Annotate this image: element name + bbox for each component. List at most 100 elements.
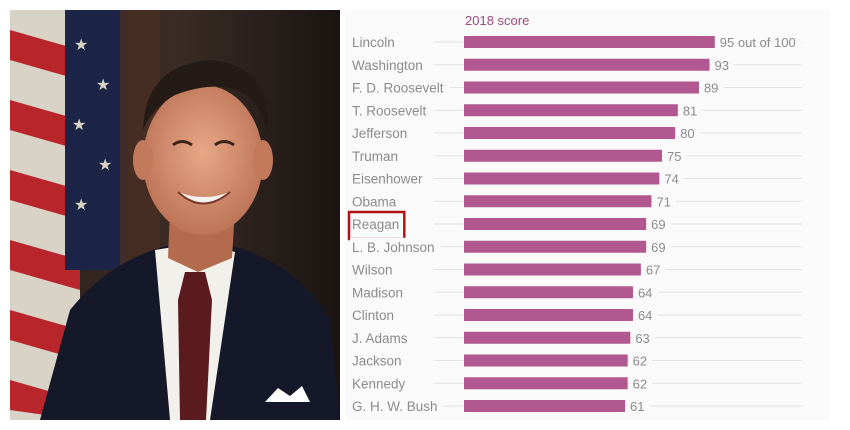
chart-row: Kennedy 62 bbox=[350, 374, 802, 393]
value-label: 69 bbox=[651, 240, 665, 255]
label-background bbox=[350, 169, 429, 188]
value-label: 64 bbox=[638, 308, 652, 323]
bar bbox=[464, 104, 678, 117]
bar bbox=[464, 263, 641, 276]
value-label-background bbox=[627, 397, 650, 415]
label-background bbox=[350, 328, 414, 347]
label-background bbox=[350, 78, 450, 97]
bar bbox=[464, 127, 676, 139]
label-background bbox=[350, 192, 403, 211]
value-label: 62 bbox=[633, 376, 647, 391]
score-bar-chart: 2018 score Lincoln 95 out of 100 Washingto… bbox=[347, 13, 802, 415]
bar bbox=[464, 149, 662, 162]
label-background bbox=[350, 237, 441, 256]
value-label-background bbox=[634, 306, 658, 324]
label-background bbox=[350, 146, 405, 165]
chart-row: Jefferson 80 bbox=[350, 124, 802, 142]
chart-row: Eisenhower 74 bbox=[350, 169, 802, 188]
value-label-background bbox=[642, 260, 666, 279]
value-label-background bbox=[648, 237, 671, 256]
label-background bbox=[350, 306, 401, 324]
value-label-background bbox=[677, 124, 700, 142]
value-label: 61 bbox=[630, 399, 644, 414]
chart-row: Reagan 69 bbox=[350, 215, 802, 233]
value-label-background bbox=[629, 351, 653, 370]
value-label: 81 bbox=[683, 103, 697, 118]
svg-text:★: ★ bbox=[72, 117, 86, 134]
chart-row: Wilson 67 bbox=[350, 260, 802, 279]
value-label: 74 bbox=[664, 172, 678, 187]
label-background bbox=[350, 283, 410, 302]
chart-row: F. D. Roosevelt 89 bbox=[350, 78, 802, 97]
bar bbox=[464, 309, 633, 321]
bar bbox=[464, 36, 715, 48]
bar bbox=[464, 400, 626, 412]
label-background bbox=[350, 33, 401, 51]
category-label: Obama bbox=[352, 194, 397, 209]
category-label: Reagan bbox=[352, 217, 399, 232]
value-label: 71 bbox=[656, 194, 670, 209]
category-label: Lincoln bbox=[352, 35, 395, 50]
bar bbox=[464, 81, 699, 94]
label-background bbox=[350, 215, 406, 233]
bar bbox=[464, 58, 710, 71]
chart-row: T. Roosevelt 81 bbox=[350, 101, 802, 120]
value-label: 62 bbox=[633, 354, 647, 369]
value-label-background bbox=[632, 328, 655, 347]
value-label: 67 bbox=[646, 263, 660, 278]
value-label: 64 bbox=[638, 285, 652, 300]
value-label: 93 bbox=[715, 58, 729, 73]
category-label: Truman bbox=[352, 149, 398, 164]
value-label: 75 bbox=[667, 149, 681, 164]
column-header: 2018 score bbox=[465, 13, 529, 28]
bar bbox=[464, 354, 628, 367]
category-label: F. D. Roosevelt bbox=[352, 81, 444, 96]
bar bbox=[464, 195, 652, 208]
value-label-background bbox=[700, 78, 724, 97]
label-background bbox=[350, 260, 399, 279]
svg-text:★: ★ bbox=[98, 157, 112, 174]
chart-row: Obama 71 bbox=[350, 192, 802, 211]
label-background bbox=[350, 397, 444, 415]
category-label: G. H. W. Bush bbox=[352, 399, 438, 414]
chart-row: J. Adams 63 bbox=[350, 328, 802, 347]
category-label: Jefferson bbox=[352, 126, 407, 141]
chart-row: G. H. W. Bush 61 bbox=[350, 397, 802, 415]
bar bbox=[464, 377, 628, 390]
chart-row: Lincoln 95 out of 100 bbox=[350, 33, 802, 51]
label-background bbox=[350, 351, 408, 370]
chart-row: Truman 75 bbox=[350, 146, 802, 165]
value-label: 95 out of 100 bbox=[720, 35, 796, 50]
svg-text:★: ★ bbox=[74, 37, 88, 54]
flag: ★ ★ ★ ★ ★ bbox=[10, 10, 160, 420]
category-label: Washington bbox=[352, 58, 423, 73]
bar bbox=[464, 240, 647, 253]
value-label-background bbox=[629, 374, 653, 393]
value-label-background bbox=[661, 169, 684, 188]
chart-row: Jackson 62 bbox=[350, 351, 802, 370]
value-label-background bbox=[716, 33, 801, 51]
category-label: Clinton bbox=[352, 308, 394, 323]
label-background bbox=[350, 124, 414, 142]
value-label-background bbox=[653, 192, 676, 211]
bar bbox=[464, 286, 633, 299]
label-background bbox=[350, 55, 429, 74]
category-label: Jackson bbox=[352, 354, 402, 369]
chart-row: Clinton 64 bbox=[350, 306, 802, 324]
label-background bbox=[350, 101, 433, 120]
chart-row: Madison 64 bbox=[350, 283, 802, 302]
chart-row: L. B. Johnson 69 bbox=[350, 237, 802, 256]
value-label: 63 bbox=[635, 331, 649, 346]
value-label-background bbox=[711, 55, 734, 74]
category-label: T. Roosevelt bbox=[352, 103, 427, 118]
portrait-photo: ★ ★ ★ ★ ★ bbox=[10, 10, 340, 420]
value-label: 80 bbox=[680, 126, 694, 141]
category-label: L. B. Johnson bbox=[352, 240, 435, 255]
category-label: Eisenhower bbox=[352, 172, 423, 187]
bar bbox=[464, 172, 660, 185]
chart-row: Washington 93 bbox=[350, 55, 802, 74]
label-background bbox=[350, 374, 412, 393]
bar bbox=[464, 218, 647, 230]
category-label: Wilson bbox=[352, 263, 393, 278]
value-label-background bbox=[648, 215, 671, 233]
